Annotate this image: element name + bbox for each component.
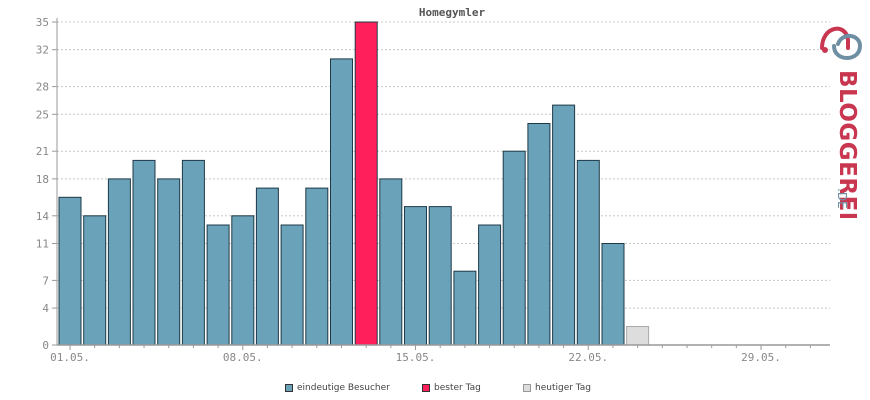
bar bbox=[206, 224, 230, 346]
y-tick-label: 11 bbox=[36, 237, 49, 250]
legend-item-unique: eindeutige Besucher bbox=[285, 383, 390, 393]
x-tick-label: 22.05. bbox=[568, 351, 608, 364]
y-tick-label: 35 bbox=[36, 16, 49, 29]
x-tick-label: 15.05. bbox=[396, 351, 436, 364]
y-tick-label: 18 bbox=[36, 173, 49, 186]
bar bbox=[107, 178, 131, 346]
bar bbox=[231, 215, 255, 346]
legend-label-today: heutiger Tag bbox=[535, 383, 592, 393]
logo-suffix: .DE bbox=[835, 188, 849, 209]
bar-best-day bbox=[354, 21, 378, 346]
bar bbox=[181, 159, 205, 346]
y-tick-label: 25 bbox=[36, 108, 49, 121]
y-tick-label: 21 bbox=[36, 145, 49, 158]
bar bbox=[552, 104, 576, 346]
bar bbox=[157, 178, 181, 346]
bar bbox=[453, 270, 477, 346]
bar bbox=[255, 187, 279, 346]
bar bbox=[576, 159, 600, 346]
y-tick-label: 7 bbox=[42, 274, 49, 287]
bar bbox=[58, 196, 82, 346]
y-tick-label: 14 bbox=[36, 210, 50, 223]
legend-swatch-today bbox=[523, 384, 531, 392]
legend-swatch-unique bbox=[285, 384, 293, 392]
x-axis: 01.05. 08.05. 15.05. 22.05. 29.05. bbox=[50, 344, 830, 364]
legend: eindeutige Besucher bester Tag heutiger … bbox=[0, 383, 870, 399]
chart-title: Homegymler bbox=[419, 6, 486, 19]
x-tick-label: 08.05. bbox=[223, 351, 263, 364]
logo-text: BLOGGEREI bbox=[834, 70, 860, 218]
legend-item-best: bester Tag bbox=[422, 383, 481, 393]
y-tick-label: 4 bbox=[42, 302, 49, 315]
bar bbox=[478, 224, 502, 346]
y-axis: 0 4 7 11 14 18 21 25 28 32 35 bbox=[36, 16, 58, 352]
bar-today bbox=[626, 326, 650, 346]
bar bbox=[428, 206, 452, 346]
y-tick-label: 0 bbox=[42, 339, 49, 352]
legend-swatch-best bbox=[422, 384, 430, 392]
y-tick-label: 32 bbox=[36, 44, 49, 57]
bar bbox=[132, 159, 156, 346]
legend-item-today: heutiger Tag bbox=[523, 383, 591, 393]
bar bbox=[280, 224, 304, 346]
bar bbox=[601, 243, 625, 346]
logo-icon bbox=[820, 26, 863, 60]
x-tick-label: 29.05. bbox=[741, 351, 781, 364]
legend-label-best: bester Tag bbox=[434, 383, 481, 393]
bar bbox=[83, 215, 107, 346]
bar bbox=[502, 150, 526, 346]
bar bbox=[379, 178, 403, 346]
bar bbox=[404, 206, 427, 346]
y-tick-label: 28 bbox=[36, 81, 49, 94]
bar bbox=[330, 58, 353, 346]
x-tick-label: 01.05. bbox=[50, 351, 90, 364]
legend-label-unique: eindeutige Besucher bbox=[297, 383, 390, 393]
bloggerei-logo: BLOGGEREI .DE bbox=[820, 26, 863, 218]
bar bbox=[527, 123, 551, 346]
bars bbox=[58, 21, 650, 346]
bar bbox=[305, 187, 329, 346]
